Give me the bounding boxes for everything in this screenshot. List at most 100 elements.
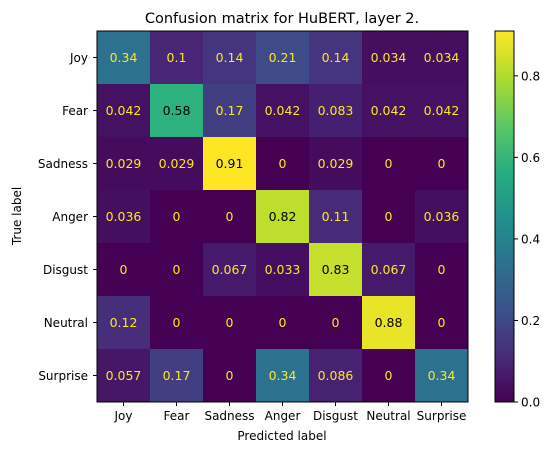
heatmap-cell — [362, 296, 416, 350]
colorbar-tick-label: 0.6 — [521, 151, 540, 165]
x-tick-label: Fear — [164, 409, 190, 423]
heatmap-cell — [256, 84, 310, 138]
y-tick-label: Surprise — [38, 369, 88, 383]
heatmap-cell — [362, 84, 416, 138]
y-axis-label: True label — [10, 187, 24, 246]
heatmap-cell — [203, 137, 257, 191]
colorbar-tick-label: 0.0 — [521, 396, 540, 410]
y-tick-label: Joy — [69, 51, 88, 65]
x-tick-label: Surprise — [417, 409, 467, 423]
heatmap-cell — [309, 243, 363, 297]
y-tick-label: Sadness — [38, 157, 88, 171]
x-tick-label: Sadness — [204, 409, 254, 423]
heatmap-cell — [256, 349, 310, 403]
x-tick-label: Joy — [114, 409, 133, 423]
heatmap-cell — [203, 349, 257, 403]
heatmap-cell — [415, 84, 469, 138]
cell-value-label: 0.067 — [371, 262, 407, 277]
heatmap-cell-labels: 0.34 0.1 0.14 0.21 0.14 0.034 0.034 0.042 0.58 0.… — [106, 50, 460, 383]
colorbar-tick-label: 0.2 — [521, 314, 540, 328]
cell-value-label: 0 — [438, 262, 446, 277]
heatmap-cell — [362, 349, 416, 403]
cell-value-label: 0 — [173, 315, 181, 330]
cell-value-label: 0.034 — [371, 50, 407, 65]
x-tick-label: Disgust — [313, 409, 358, 423]
y-tick-label: Disgust — [43, 263, 88, 277]
heatmap-cell — [309, 190, 363, 244]
x-axis-label: Predicted label — [237, 429, 326, 443]
heatmap-cell — [203, 296, 257, 350]
cell-value-label: 0 — [120, 262, 128, 277]
heatmap-cell — [97, 349, 151, 403]
cell-value-label: 0.34 — [269, 368, 297, 383]
heatmap-cell — [97, 84, 151, 138]
heatmap-cell — [150, 84, 204, 138]
cell-value-label: 0.34 — [428, 368, 456, 383]
cell-value-label: 0.057 — [106, 368, 142, 383]
cell-value-label: 0.88 — [375, 315, 403, 330]
heatmap-cell — [309, 296, 363, 350]
heatmap-cell — [362, 243, 416, 297]
cell-value-label: 0 — [438, 156, 446, 171]
cell-value-label: 0.083 — [318, 103, 354, 118]
heatmap-cell — [256, 243, 310, 297]
heatmap-cell — [150, 243, 204, 297]
cell-value-label: 0.11 — [322, 209, 350, 224]
cell-value-label: 0.034 — [424, 50, 460, 65]
heatmap-cell — [150, 190, 204, 244]
heatmap-cell — [203, 84, 257, 138]
heatmap-cell — [97, 296, 151, 350]
heatmap-cell — [362, 31, 416, 85]
heatmap-cell — [362, 137, 416, 191]
cell-value-label: 0 — [226, 209, 234, 224]
cell-value-label: 0.042 — [106, 103, 142, 118]
heatmap-cell — [309, 349, 363, 403]
x-tick-label: Neutral — [366, 409, 410, 423]
heatmap-cell — [415, 190, 469, 244]
cell-value-label: 0.12 — [110, 315, 138, 330]
cell-value-label: 0.58 — [163, 103, 191, 118]
heatmap-cell — [97, 190, 151, 244]
cell-value-label: 0.34 — [110, 50, 138, 65]
cell-value-label: 0.82 — [269, 209, 297, 224]
heatmap-cell — [150, 349, 204, 403]
cell-value-label: 0.21 — [269, 50, 297, 65]
heatmap-cell — [203, 190, 257, 244]
cell-value-label: 0.086 — [318, 368, 354, 383]
heatmap-cell — [97, 31, 151, 85]
cell-value-label: 0.029 — [159, 156, 195, 171]
heatmap-cell — [256, 296, 310, 350]
cell-value-label: 0.14 — [322, 50, 350, 65]
cell-value-label: 0 — [173, 262, 181, 277]
cell-value-label: 0.033 — [265, 262, 301, 277]
y-tick-label: Neutral — [44, 316, 88, 330]
heatmap-cell — [415, 31, 469, 85]
cell-value-label: 0.14 — [216, 50, 244, 65]
cell-value-label: 0 — [279, 315, 287, 330]
cell-value-label: 0 — [332, 315, 340, 330]
cell-value-label: 0.042 — [424, 103, 460, 118]
cell-value-label: 0.036 — [106, 209, 142, 224]
cell-value-label: 0.036 — [424, 209, 460, 224]
heatmap-cell — [150, 296, 204, 350]
heatmap-cell — [97, 243, 151, 297]
cell-value-label: 0 — [173, 209, 181, 224]
cell-value-label: 0 — [385, 156, 393, 171]
heatmap-cell — [415, 349, 469, 403]
heatmap-cell — [415, 137, 469, 191]
heatmap-cell — [256, 137, 310, 191]
cell-value-label: 0.91 — [216, 156, 244, 171]
heatmap-cell — [150, 137, 204, 191]
colorbar — [494, 30, 515, 403]
heatmap-cell — [309, 84, 363, 138]
heatmap-cell — [362, 190, 416, 244]
chart-title: Confusion matrix for HuBERT, layer 2. — [145, 11, 419, 27]
cell-value-label: 0.83 — [322, 262, 350, 277]
heatmap-cell — [256, 31, 310, 85]
x-axis: Joy Fear Sadness Anger Disgust Neutral Surpris… — [114, 402, 467, 423]
heatmap-cell — [150, 31, 204, 85]
y-tick-label: Fear — [62, 104, 88, 118]
cell-value-label: 0.029 — [318, 156, 354, 171]
cell-value-label: 0.17 — [216, 103, 244, 118]
